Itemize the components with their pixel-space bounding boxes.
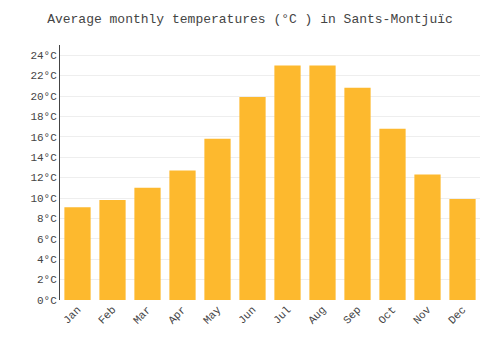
svg-text:24°C: 24°C [30, 50, 57, 62]
svg-text:Dec: Dec [446, 304, 468, 326]
svg-text:12°C: 12°C [30, 172, 57, 184]
svg-text:Jun: Jun [236, 304, 258, 326]
svg-text:4°C: 4°C [37, 254, 57, 266]
svg-text:2°C: 2°C [37, 274, 57, 286]
svg-text:Aug: Aug [306, 304, 328, 326]
svg-text:14°C: 14°C [30, 152, 57, 164]
svg-text:Sep: Sep [341, 304, 363, 326]
svg-text:Nov: Nov [411, 304, 434, 327]
svg-text:Jul: Jul [271, 304, 293, 326]
svg-text:May: May [201, 304, 224, 327]
svg-text:Oct: Oct [376, 304, 398, 326]
svg-text:Jan: Jan [61, 304, 83, 326]
svg-text:8°C: 8°C [37, 213, 57, 225]
svg-text:22°C: 22°C [30, 70, 57, 82]
svg-text:18°C: 18°C [30, 111, 57, 123]
svg-text:20°C: 20°C [30, 91, 57, 103]
svg-text:Mar: Mar [131, 304, 153, 326]
svg-text:6°C: 6°C [37, 234, 57, 246]
svg-text:0°C: 0°C [37, 295, 57, 307]
svg-text:Average monthly temperatures (: Average monthly temperatures (°C ) in Sa… [47, 12, 453, 27]
svg-text:10°C: 10°C [30, 193, 57, 205]
svg-text:Apr: Apr [166, 304, 188, 326]
svg-text:Feb: Feb [96, 304, 118, 326]
svg-text:16°C: 16°C [30, 132, 57, 144]
